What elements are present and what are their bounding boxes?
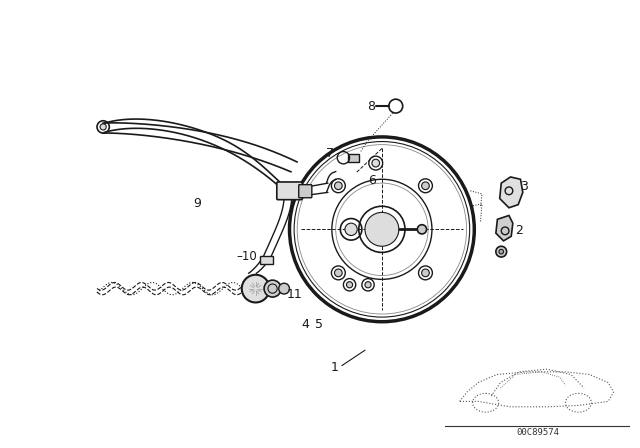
Circle shape	[422, 269, 429, 277]
Polygon shape	[500, 177, 523, 208]
Text: –10: –10	[237, 250, 257, 263]
Circle shape	[335, 182, 342, 190]
Bar	[348, 154, 359, 162]
Text: 6: 6	[368, 173, 376, 186]
FancyBboxPatch shape	[276, 182, 302, 200]
Text: 1: 1	[330, 362, 338, 375]
FancyBboxPatch shape	[299, 185, 312, 198]
Circle shape	[496, 246, 507, 257]
Circle shape	[279, 283, 289, 294]
Circle shape	[422, 182, 429, 190]
Circle shape	[365, 282, 371, 288]
Text: 8: 8	[367, 99, 375, 112]
Text: 9: 9	[193, 198, 201, 211]
Circle shape	[346, 282, 353, 288]
Polygon shape	[496, 215, 513, 241]
Bar	[260, 256, 273, 264]
Circle shape	[417, 225, 427, 234]
Circle shape	[264, 280, 281, 297]
Text: 5: 5	[315, 318, 323, 332]
Circle shape	[345, 223, 357, 236]
Circle shape	[268, 284, 277, 293]
Circle shape	[365, 212, 399, 246]
Text: 2: 2	[515, 224, 523, 237]
Circle shape	[335, 269, 342, 277]
Circle shape	[501, 227, 509, 235]
Text: 3: 3	[520, 181, 528, 194]
Circle shape	[372, 159, 380, 167]
Circle shape	[100, 124, 106, 130]
Circle shape	[499, 250, 504, 254]
Text: 11: 11	[286, 288, 302, 301]
Circle shape	[242, 275, 269, 302]
Text: 7: 7	[326, 147, 333, 160]
Text: 4: 4	[301, 318, 309, 332]
Text: 00C89574: 00C89574	[516, 428, 559, 437]
